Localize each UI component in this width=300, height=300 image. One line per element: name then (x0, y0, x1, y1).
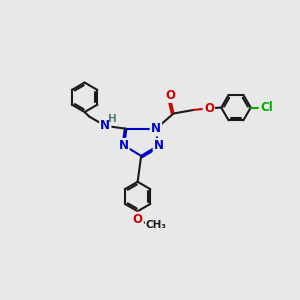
Text: O: O (165, 89, 175, 102)
Text: N: N (154, 139, 164, 152)
Text: N: N (118, 139, 128, 152)
Text: CH₃: CH₃ (146, 220, 167, 230)
Text: O: O (133, 213, 142, 226)
Text: Cl: Cl (260, 101, 273, 114)
Text: H: H (108, 114, 117, 124)
Text: O: O (204, 102, 214, 115)
Text: N: N (151, 122, 161, 135)
Text: N: N (100, 119, 110, 132)
